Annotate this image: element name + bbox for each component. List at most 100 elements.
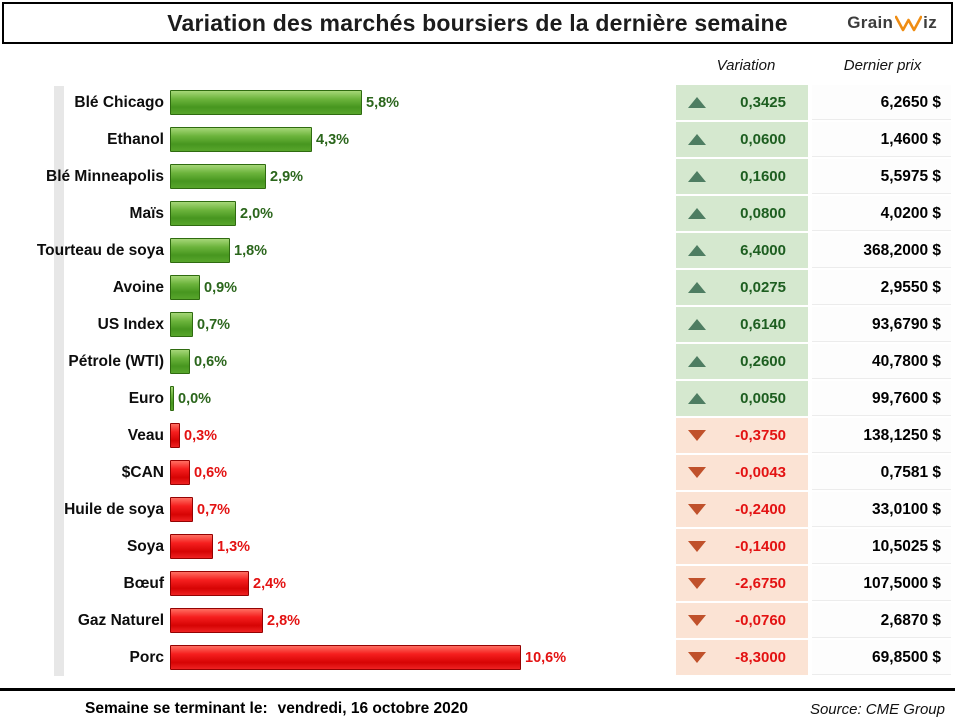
market-row: Avoine 0,9% 0,0275 2,9550 $ — [0, 269, 955, 306]
price-value: 69,8500 $ — [812, 640, 951, 675]
market-row: Maïs 2,0% 0,0800 4,0200 $ — [0, 195, 955, 232]
footer-label: Semaine se terminant le: — [85, 700, 268, 717]
market-label: Pétrole (WTI) — [68, 352, 164, 370]
bar-value-label: 0,0% — [178, 390, 212, 407]
variation-value: 0,0600 — [740, 131, 786, 148]
bar — [170, 423, 180, 448]
market-row: US Index 0,7% 0,6140 93,6790 $ — [0, 306, 955, 343]
variation-cell: -0,0043 — [676, 455, 808, 490]
bar-area: 1,3% — [170, 528, 676, 565]
price-value: 0,7581 $ — [812, 455, 951, 490]
price-value: 1,4600 $ — [812, 122, 951, 157]
bar-value-label: 0,6% — [194, 353, 228, 370]
variation-cell: 0,6140 — [676, 307, 808, 342]
market-label: Tourteau de soya — [36, 241, 164, 259]
footer-date-line: Semaine se terminant le: vendredi, 16 oct… — [85, 700, 468, 718]
arrow-down-icon — [688, 578, 706, 589]
column-header-variation: Variation — [716, 57, 776, 74]
bar-area: 0,6% — [170, 454, 676, 491]
bar-value-label: 0,3% — [184, 427, 218, 444]
variation-value: 0,0275 — [740, 279, 786, 296]
price-value: 368,2000 $ — [812, 233, 951, 268]
market-row: Blé Minneapolis 2,9% 0,1600 5,5975 $ — [0, 158, 955, 195]
variation-cell: -8,3000 — [676, 640, 808, 675]
variation-cell: 0,1600 — [676, 159, 808, 194]
market-label: $CAN — [121, 463, 164, 481]
market-row: Euro 0,0% 0,0050 99,7600 $ — [0, 380, 955, 417]
variation-cell: -2,6750 — [676, 566, 808, 601]
bar-value-label: 0,7% — [197, 316, 231, 333]
price-value: 2,6870 $ — [812, 603, 951, 638]
variation-cell: 0,0275 — [676, 270, 808, 305]
bar-area: 0,9% — [170, 269, 676, 306]
bar — [170, 534, 213, 559]
market-label: Huile de soya — [64, 500, 164, 518]
bar-area: 2,0% — [170, 195, 676, 232]
variation-cell: 0,2600 — [676, 344, 808, 379]
arrow-up-icon — [688, 282, 706, 293]
bar-value-label: 1,3% — [217, 538, 251, 555]
column-header-dernier-prix: Dernier prix — [843, 57, 922, 74]
variation-cell: 6,4000 — [676, 233, 808, 268]
bar-value-label: 2,0% — [240, 205, 274, 222]
logo-text-iz: iz — [923, 13, 937, 32]
bar — [170, 164, 266, 189]
variation-value: -0,0043 — [735, 464, 786, 481]
market-row: Tourteau de soya 1,8% 6,4000 368,2000 $ — [0, 232, 955, 269]
grainwiz-logo: Grain iz — [847, 13, 937, 33]
plot-area-wall — [54, 86, 64, 676]
footer: Semaine se terminant le: vendredi, 16 oct… — [0, 688, 955, 727]
market-row: Pétrole (WTI) 0,6% 0,2600 40,7800 $ — [0, 343, 955, 380]
arrow-down-icon — [688, 652, 706, 663]
bar-value-label: 0,7% — [197, 501, 231, 518]
market-label: Veau — [127, 426, 164, 444]
bar — [170, 386, 174, 411]
arrow-up-icon — [688, 134, 706, 145]
price-value: 4,0200 $ — [812, 196, 951, 231]
arrow-down-icon — [688, 541, 706, 552]
variation-value: -0,0760 — [735, 612, 786, 629]
logo-text-grain: Grain — [847, 13, 894, 32]
market-row: Bœuf 2,4% -2,6750 107,5000 $ — [0, 565, 955, 602]
variation-cell: 0,0050 — [676, 381, 808, 416]
bar-value-label: 5,8% — [366, 94, 400, 111]
bar-value-label: 1,8% — [234, 242, 268, 259]
arrow-up-icon — [688, 245, 706, 256]
logo-w-zigzag-icon — [895, 15, 923, 31]
arrow-up-icon — [688, 208, 706, 219]
variation-cell: -0,3750 — [676, 418, 808, 453]
variation-value: -8,3000 — [735, 649, 786, 666]
variation-cell: 0,3425 — [676, 85, 808, 120]
bar-area: 0,0% — [170, 380, 676, 417]
variation-cell: -0,1400 — [676, 529, 808, 564]
bar-value-label: 2,8% — [267, 612, 301, 629]
market-label: Gaz Naturel — [77, 611, 164, 629]
bar-area: 0,7% — [170, 306, 676, 343]
price-value: 138,1250 $ — [812, 418, 951, 453]
market-row: Porc 10,6% -8,3000 69,8500 $ — [0, 639, 955, 676]
bar — [170, 460, 190, 485]
bar-value-label: 10,6% — [525, 649, 567, 666]
market-label: US Index — [97, 315, 164, 333]
bar — [170, 312, 193, 337]
bar-area: 2,4% — [170, 565, 676, 602]
variation-cell: 0,0800 — [676, 196, 808, 231]
bar-area: 1,8% — [170, 232, 676, 269]
market-row: Veau 0,3% -0,3750 138,1250 $ — [0, 417, 955, 454]
bar — [170, 608, 263, 633]
market-row: Ethanol 4,3% 0,0600 1,4600 $ — [0, 121, 955, 158]
footer-date: vendredi, 16 octobre 2020 — [277, 700, 469, 717]
source-note: Source: CME Group — [809, 700, 945, 718]
bar-area: 0,3% — [170, 417, 676, 454]
variation-value: -0,1400 — [735, 538, 786, 555]
variation-value: 0,6140 — [740, 316, 786, 333]
bar-area: 4,3% — [170, 121, 676, 158]
bar-value-label: 2,4% — [253, 575, 287, 592]
bar-area: 10,6% — [170, 639, 676, 676]
price-value: 5,5975 $ — [812, 159, 951, 194]
price-value: 10,5025 $ — [812, 529, 951, 564]
bar-area: 2,9% — [170, 158, 676, 195]
bar — [170, 571, 249, 596]
market-label: Soya — [126, 537, 164, 555]
price-value: 40,7800 $ — [812, 344, 951, 379]
